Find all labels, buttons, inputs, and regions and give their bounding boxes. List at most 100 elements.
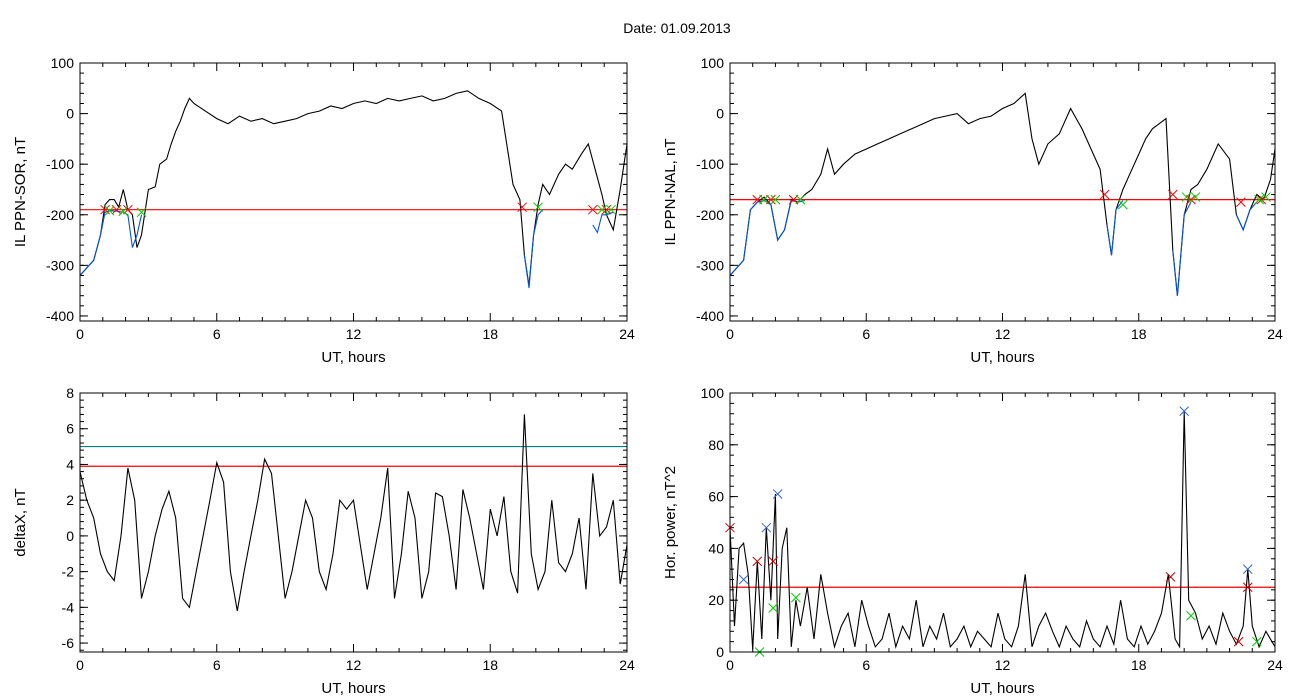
y-tick-label-deltax: 0 <box>66 528 74 544</box>
marker-red-hor-power <box>768 556 778 567</box>
marker-start-il-sor <box>517 202 528 213</box>
marker-end-il-nal <box>770 194 781 205</box>
x-axis-label-hor-power: UT, hours <box>970 680 1034 697</box>
marker-end-il-nal <box>1118 199 1128 210</box>
marker-end-il-sor <box>104 205 115 216</box>
marker-start-il-nal <box>1256 194 1267 205</box>
marker-start-il-sor <box>601 204 612 215</box>
marker-start-il-nal <box>1186 194 1196 205</box>
y-axis-label-il-sor: IL PPN-SOR, nT <box>12 137 29 247</box>
y-axis-label-hor-power: Hor. power, nT^2 <box>662 466 679 579</box>
y-tick-label-il-sor: -200 <box>46 207 74 223</box>
x-tick-label-hor-power: 12 <box>995 657 1011 673</box>
marker-green-hor-power <box>1186 610 1196 621</box>
marker-end-il-nal <box>795 194 806 205</box>
series-line-il-sor-2 <box>523 209 544 289</box>
marker-end-il-nal <box>1190 192 1201 202</box>
y-tick-label-deltax: 4 <box>66 456 74 472</box>
y-tick-label-il-nal: -300 <box>696 257 724 273</box>
marker-end-il-nal <box>1181 192 1192 202</box>
marker-green-hor-power <box>1251 636 1262 647</box>
marker-end-il-sor <box>597 204 607 215</box>
plot-frame-deltax <box>79 392 628 653</box>
series-line-deltax-0 <box>80 414 627 611</box>
x-tick-label-deltax: 18 <box>482 657 498 673</box>
y-tick-label-il-nal: 100 <box>701 55 725 71</box>
y-tick-label-il-nal: -400 <box>696 308 724 324</box>
marker-red-hor-power <box>1165 572 1176 582</box>
y-tick-label-hor-power: 20 <box>708 592 724 608</box>
series-line-il-nal-3 <box>1172 201 1192 296</box>
series-line-il-nal-1 <box>730 199 806 276</box>
marker-start-il-nal <box>752 194 763 205</box>
marker-blue-hor-power <box>1242 564 1253 574</box>
marker-green-hor-power <box>791 592 801 603</box>
panel-deltax: 0 6 12 18 24 8 6 4 2 0 -2 -4 -6 UT, hours deltaX, nT <box>12 385 635 697</box>
x-tick-label-hor-power: 24 <box>1267 657 1283 673</box>
marker-end-il-nal <box>1261 192 1271 202</box>
x-tick-label-deltax: 6 <box>213 657 221 673</box>
x-tick-label-deltax: 0 <box>76 657 84 673</box>
y-tick-label-il-sor: -300 <box>46 257 74 273</box>
x-tick-label-il-sor: 0 <box>76 326 84 342</box>
x-tick-label-deltax: 12 <box>346 657 362 673</box>
y-tick-label-il-sor: 0 <box>66 106 74 122</box>
marker-start-il-nal <box>766 194 776 205</box>
y-tick-label-il-nal: -100 <box>696 156 724 172</box>
panel-il-sor: 0 6 12 18 24 100 0 -100 -200 -300 -400 UT, hours IL … <box>12 55 635 366</box>
page-title: Date: 01.09.2013 <box>623 20 731 36</box>
marker-start-il-nal <box>1167 189 1178 200</box>
x-tick-label-deltax: 24 <box>619 657 635 673</box>
y-tick-label-deltax: -2 <box>62 564 75 580</box>
x-axis-label-il-sor: UT, hours <box>321 349 385 366</box>
y-tick-label-hor-power: 60 <box>708 489 724 505</box>
marker-blue-hor-power <box>1179 406 1190 416</box>
marker-end-il-sor <box>136 207 147 218</box>
y-tick-label-il-nal: 0 <box>716 106 724 122</box>
x-tick-label-il-nal: 18 <box>1131 326 1147 342</box>
marker-start-il-sor <box>587 204 598 215</box>
series-line-il-nal-2 <box>1106 200 1124 256</box>
marker-end-il-sor <box>606 204 616 215</box>
series-line-il-sor-1 <box>80 210 143 276</box>
plot-frame-il-nal <box>729 62 1276 322</box>
y-tick-label-deltax: 2 <box>66 492 74 508</box>
marker-end-il-sor <box>118 206 129 217</box>
x-tick-label-il-sor: 18 <box>482 326 498 342</box>
marker-red-hor-power <box>1233 636 1244 647</box>
series-line-il-sor-3 <box>592 211 614 234</box>
marker-end-il-sor <box>533 202 543 213</box>
plot-frame-il-sor <box>79 62 628 322</box>
x-tick-label-hor-power: 18 <box>1131 657 1147 673</box>
y-tick-label-il-sor: -100 <box>46 156 74 172</box>
y-axis-label-deltax: deltaX, nT <box>12 488 29 556</box>
y-tick-label-deltax: -4 <box>62 599 75 615</box>
marker-green-hor-power <box>768 603 778 613</box>
marker-end-il-nal <box>759 194 769 205</box>
y-tick-label-hor-power: 80 <box>708 437 724 453</box>
marker-blue-hor-power <box>761 522 772 533</box>
x-tick-label-hor-power: 0 <box>726 657 734 673</box>
y-tick-label-il-nal: -200 <box>696 207 724 223</box>
series-line-hor-power-0 <box>730 411 1275 650</box>
x-tick-label-il-sor: 24 <box>619 326 635 342</box>
marker-red-hor-power <box>752 556 763 567</box>
y-tick-label-hor-power: 40 <box>708 540 724 556</box>
x-axis-label-deltax: UT, hours <box>321 680 385 697</box>
x-tick-label-il-nal: 0 <box>726 326 734 342</box>
y-tick-label-deltax: -6 <box>62 635 75 651</box>
x-tick-label-il-nal: 12 <box>995 326 1011 342</box>
series-line-il-sor-0 <box>80 90 627 286</box>
marker-start-il-nal <box>1236 197 1246 207</box>
marker-start-il-nal <box>1099 189 1110 200</box>
x-tick-label-il-sor: 12 <box>346 326 362 342</box>
x-tick-label-hor-power: 6 <box>862 657 870 673</box>
x-tick-label-il-sor: 6 <box>213 326 221 342</box>
y-tick-label-deltax: 6 <box>66 421 74 437</box>
y-axis-label-il-nal: IL PPN-NAL, nT <box>662 139 679 246</box>
y-tick-label-deltax: 8 <box>66 385 74 401</box>
marker-start-il-nal <box>788 194 799 205</box>
marker-red-hor-power <box>1242 582 1253 593</box>
